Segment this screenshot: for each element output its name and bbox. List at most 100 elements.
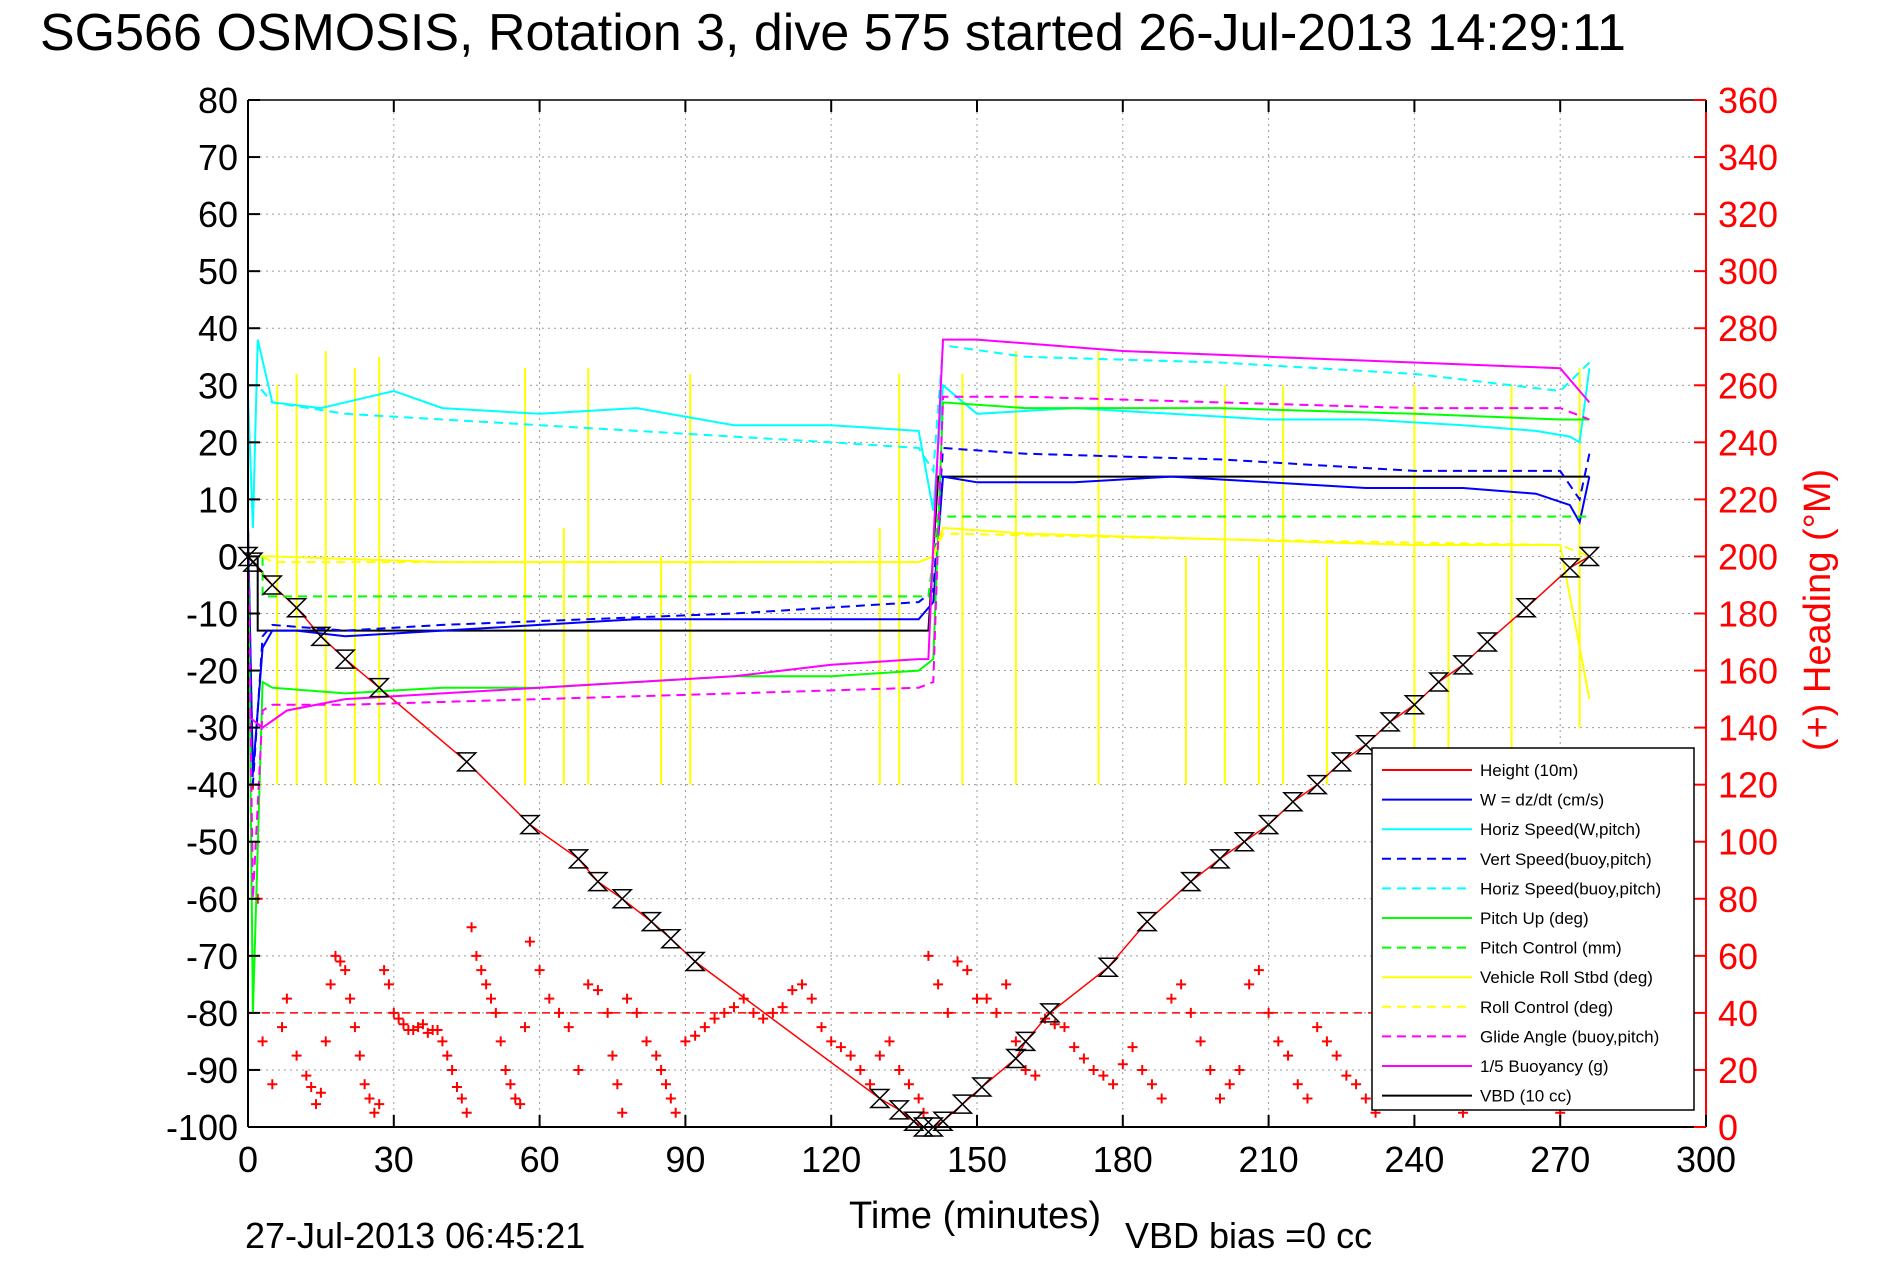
heading-point [826, 1036, 837, 1047]
series-roll-control-deg [248, 532, 1590, 564]
heading-point [699, 1022, 710, 1033]
y-tick-label: 70 [198, 137, 238, 178]
heading-point [1205, 1064, 1216, 1075]
heading-point [364, 1093, 375, 1104]
heading-point [1292, 1079, 1303, 1090]
legend-label: Vert Speed(buoy,pitch) [1480, 850, 1652, 869]
heading-point [767, 1007, 778, 1018]
heading-point [330, 950, 341, 961]
height-marker [334, 649, 357, 669]
height-marker [455, 752, 478, 772]
y-tick-right-label: 360 [1718, 80, 1778, 121]
footer-date: 27-Jul-2013 06:45:21 [245, 1215, 585, 1256]
series-horiz-speed-buoy-pitch [248, 344, 1591, 474]
heading-point [874, 1050, 885, 1061]
heading-point [554, 1007, 565, 1018]
chart-title: SG566 OSMOSIS, Rotation 3, dive 575 star… [40, 4, 1626, 62]
height-marker [261, 575, 284, 595]
heading-point [612, 1079, 623, 1090]
heading-point [257, 1036, 268, 1047]
y-tick-right-label: 120 [1718, 765, 1778, 806]
height-marker [1452, 655, 1474, 675]
legend-label: 1/5 Buoyancy (g) [1480, 1057, 1609, 1076]
heading-point [719, 1007, 730, 1018]
heading-point [349, 1022, 360, 1033]
heading-point [607, 1050, 618, 1061]
heading-point [1166, 993, 1177, 1004]
heading-point [544, 993, 555, 1004]
height-marker [368, 677, 391, 698]
heading-point [1098, 1070, 1109, 1081]
height-marker [1005, 1048, 1027, 1069]
heading-point [583, 979, 594, 990]
heading-point [962, 965, 973, 976]
series-glide-angle-buoy-pitch [247, 395, 1590, 899]
height-marker [971, 1077, 993, 1097]
heading-point [1059, 1022, 1070, 1033]
plot-area: 0 30 60 90 120 150 180 210 240 270 300807060504030… [166, 80, 1778, 1180]
x-tick-label: 60 [520, 1139, 560, 1180]
heading-point [894, 1064, 905, 1075]
heading-point [495, 1036, 506, 1047]
heading-point [1234, 1064, 1245, 1075]
heading-point [933, 979, 944, 990]
legend-label: Roll Control (deg) [1480, 998, 1613, 1017]
height-marker [1330, 752, 1353, 772]
heading-point [1078, 1053, 1089, 1064]
heading-point [563, 1022, 574, 1033]
heading-point [797, 979, 808, 990]
height-marker [519, 814, 541, 835]
heading-point [748, 1007, 759, 1018]
heading-point [1088, 1064, 1099, 1075]
legend-label: W = dz/dt (cm/s) [1480, 791, 1604, 810]
heading-point [1195, 1036, 1206, 1047]
heading-point [913, 1093, 924, 1104]
heading-point [1137, 1064, 1148, 1075]
x-tick-label: 0 [238, 1139, 258, 1180]
heading-point [884, 1036, 895, 1047]
heading-point [281, 993, 292, 1004]
heading-point [602, 1007, 613, 1018]
heading-point [398, 1019, 409, 1030]
heading-point [325, 979, 336, 990]
y-tick-label: 0 [218, 536, 238, 577]
heading-point [777, 1002, 788, 1013]
heading-point [729, 1002, 739, 1013]
x-tick-label: 300 [1676, 1139, 1736, 1180]
heading-point [393, 1013, 404, 1024]
heading-point [520, 1022, 531, 1033]
y-tick-right-label: 260 [1718, 365, 1778, 406]
heading-point [738, 993, 749, 1004]
heading-point [437, 1036, 448, 1047]
y-tick-label: -20 [186, 651, 238, 692]
heading-point [515, 1099, 526, 1110]
heading-point [1273, 1036, 1284, 1047]
y-tick-right-label: 60 [1718, 936, 1758, 977]
heading-point [806, 993, 817, 1004]
heading-point [641, 1036, 652, 1047]
series-horiz-speed-w-pitch [247, 339, 1591, 528]
heading-point [1069, 1042, 1080, 1053]
height-marker [1559, 558, 1581, 578]
heading-point [388, 1007, 399, 1018]
heading-point [660, 1079, 671, 1090]
heading-point [952, 956, 963, 967]
y-tick-label: 20 [198, 422, 238, 463]
heading-point [1146, 1079, 1157, 1090]
y-tick-label: -70 [186, 936, 238, 977]
y-tick-label: 30 [198, 365, 238, 406]
height-marker [888, 1100, 911, 1120]
heading-point [758, 1013, 769, 1024]
heading-point [447, 1064, 458, 1075]
height-marker [587, 871, 609, 892]
x-tick-label: 90 [665, 1139, 705, 1180]
heading-point [315, 1087, 326, 1098]
heading-point [670, 1107, 681, 1118]
heading-point [665, 1093, 676, 1104]
y-tick-label: -60 [186, 879, 238, 920]
y-tick-right-label: 320 [1718, 194, 1778, 235]
legend-box [1371, 747, 1695, 1111]
legend-label: Pitch Control (mm) [1480, 939, 1622, 958]
heading-point [592, 985, 603, 996]
heading-point [690, 1030, 701, 1041]
